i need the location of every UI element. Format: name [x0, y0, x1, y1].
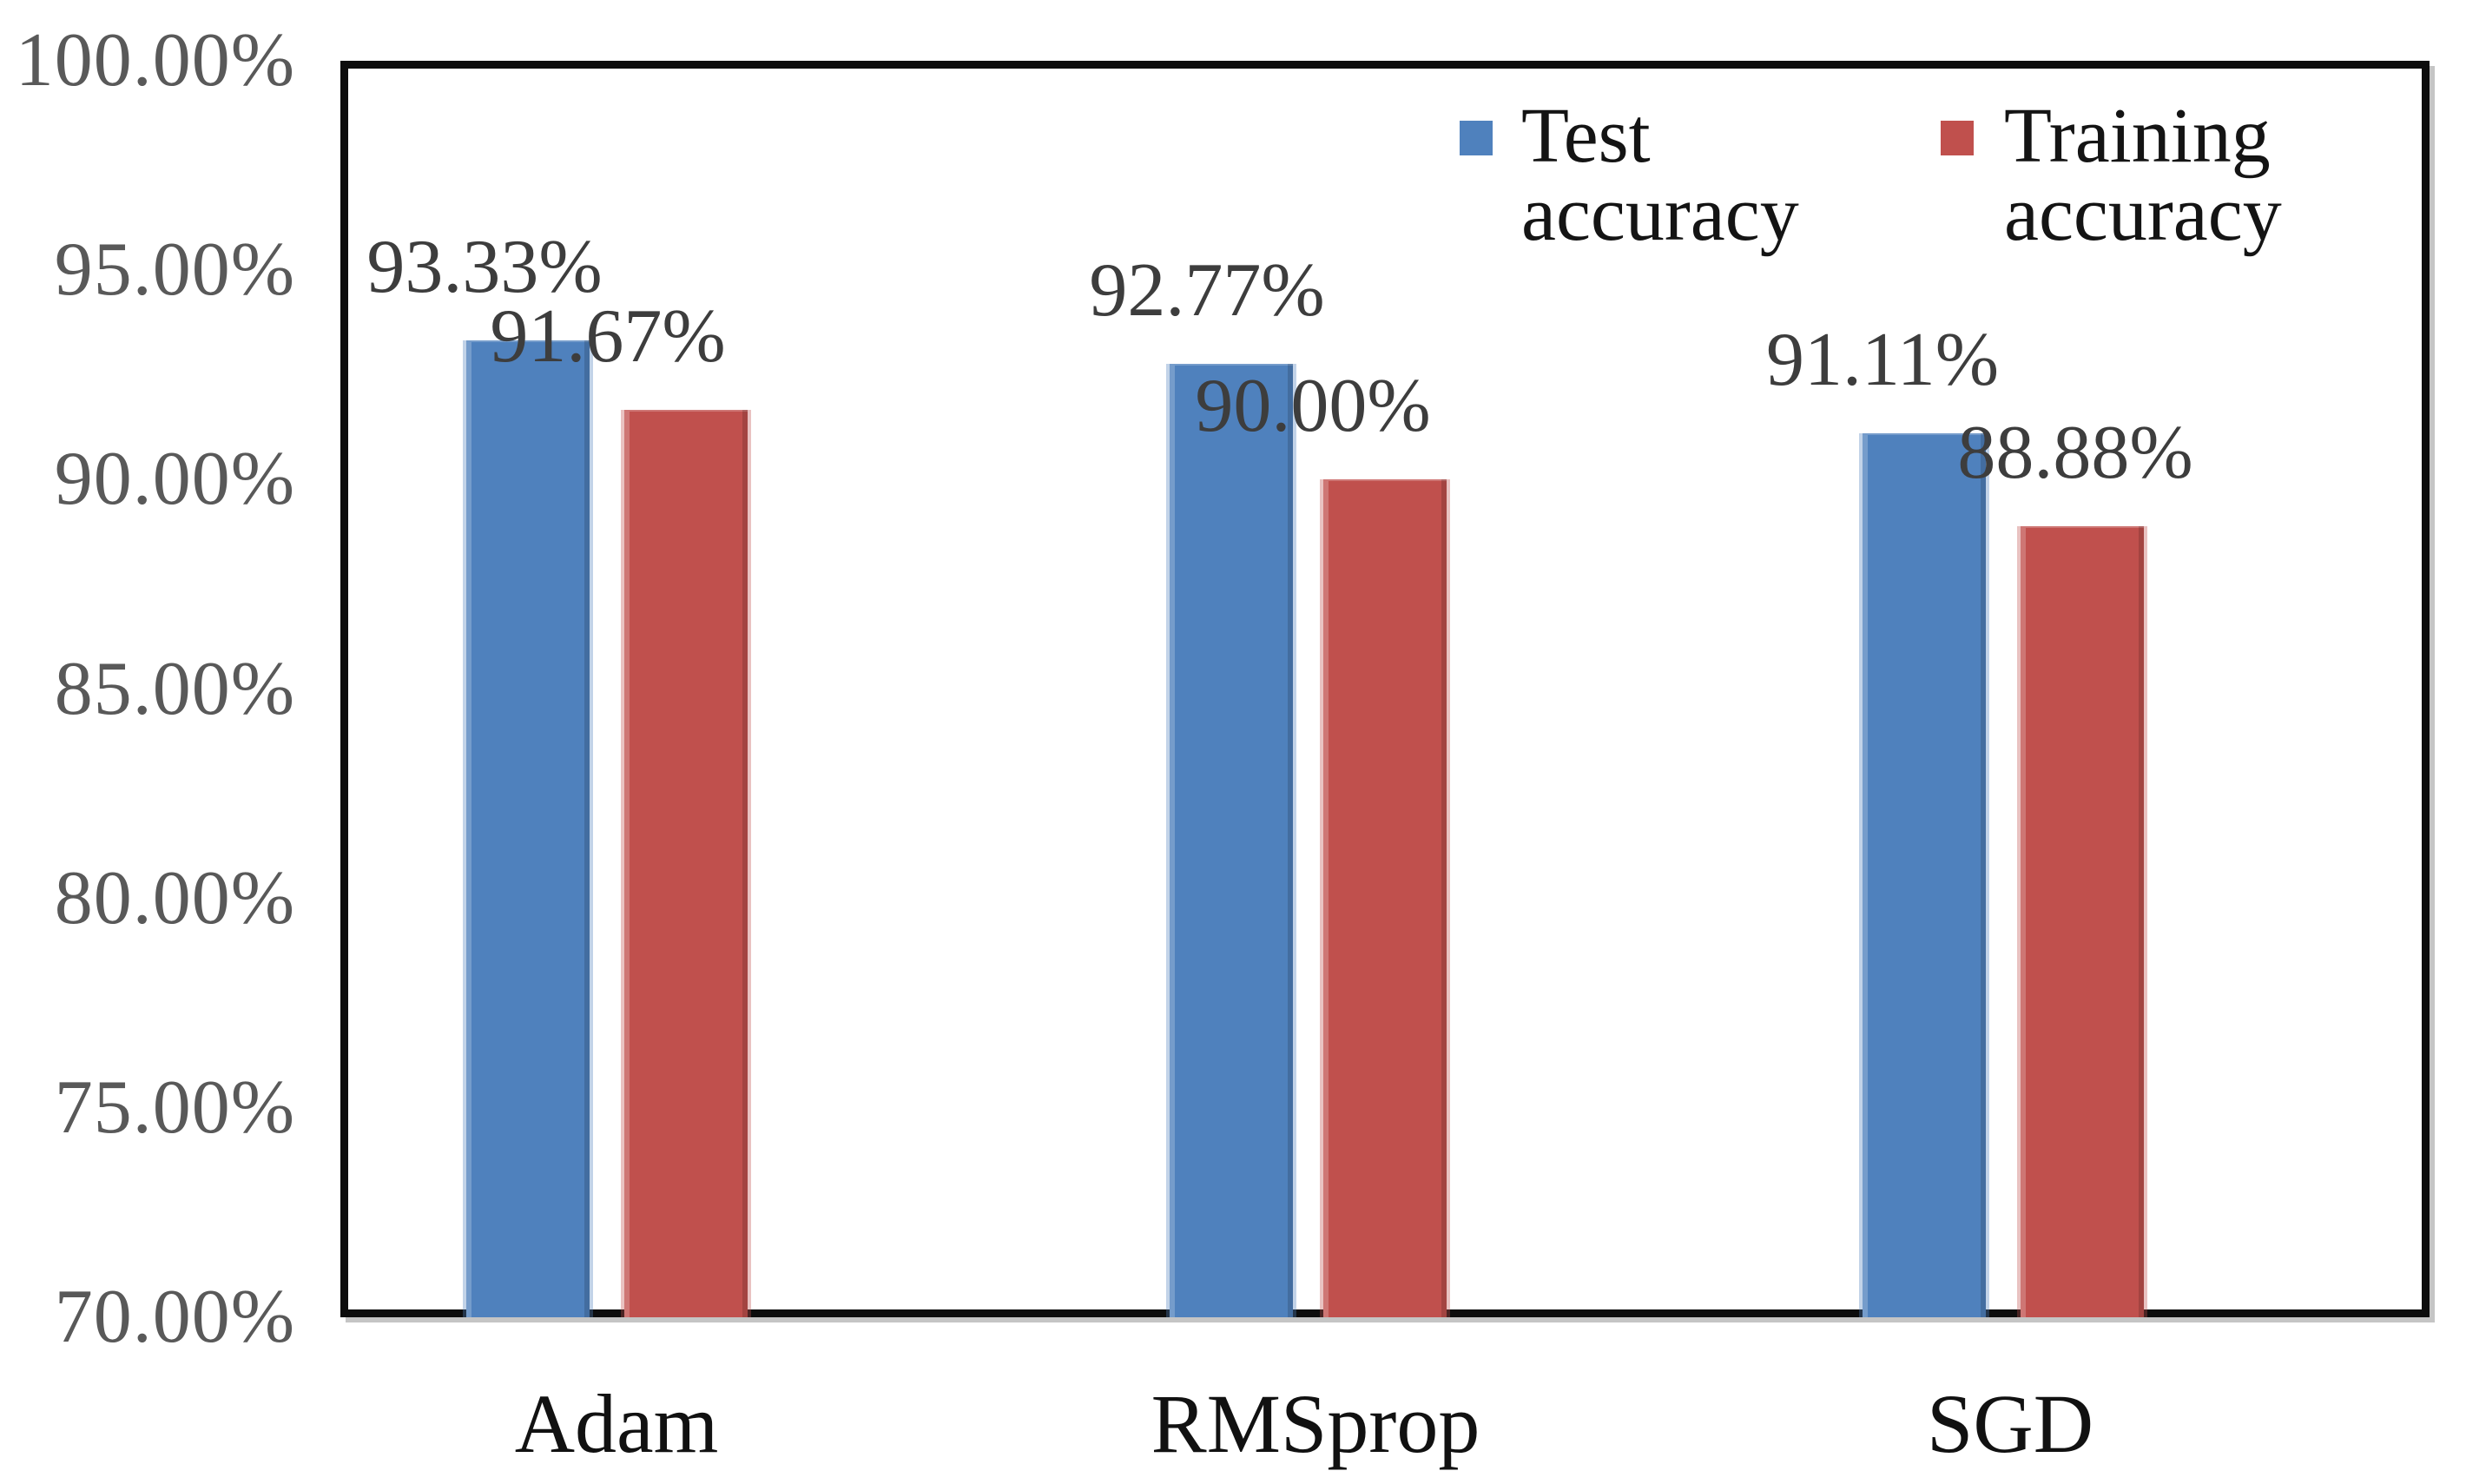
- test-accuracy-bar-adam: [466, 340, 590, 1317]
- training-accuracy-bar-sgd: [2021, 526, 2144, 1317]
- legend-label: Test accuracy: [1521, 93, 1799, 257]
- data-label-training-rmsprop: 90.00%: [1195, 364, 1431, 448]
- training-accuracy-bar-rmsprop: [1323, 479, 1447, 1317]
- y-axis-tick-label: 95.00%: [54, 228, 295, 312]
- x-axis-label-adam: Adam: [514, 1377, 719, 1470]
- data-label-test-sgd: 91.11%: [1765, 318, 2000, 402]
- legend-swatch-test-icon: [1460, 121, 1493, 155]
- y-axis-tick-label: 80.00%: [54, 856, 295, 940]
- legend-label: Training accuracy: [2004, 93, 2282, 257]
- x-axis-label-sgd: SGD: [1926, 1377, 2094, 1470]
- x-axis-label-rmsprop: RMSprop: [1151, 1377, 1480, 1470]
- data-label-training-sgd: 88.88%: [1957, 411, 2193, 495]
- data-label-test-rmsprop: 92.77%: [1089, 248, 1325, 333]
- data-label-test-adam: 93.33%: [366, 225, 603, 309]
- test-accuracy-bar-rmsprop: [1170, 364, 1293, 1317]
- legend-swatch-training-icon: [1941, 121, 1974, 155]
- y-axis-tick-label: 100.00%: [15, 18, 295, 102]
- test-accuracy-bar-sgd: [1863, 433, 1986, 1317]
- y-axis-tick-label: 90.00%: [54, 437, 295, 521]
- data-label-training-adam: 91.67%: [490, 294, 726, 379]
- y-axis-tick-label: 70.00%: [54, 1275, 295, 1359]
- training-accuracy-bar-adam: [624, 410, 748, 1317]
- y-axis-tick-label: 85.00%: [54, 647, 295, 731]
- y-axis-tick-label: 75.00%: [54, 1065, 295, 1150]
